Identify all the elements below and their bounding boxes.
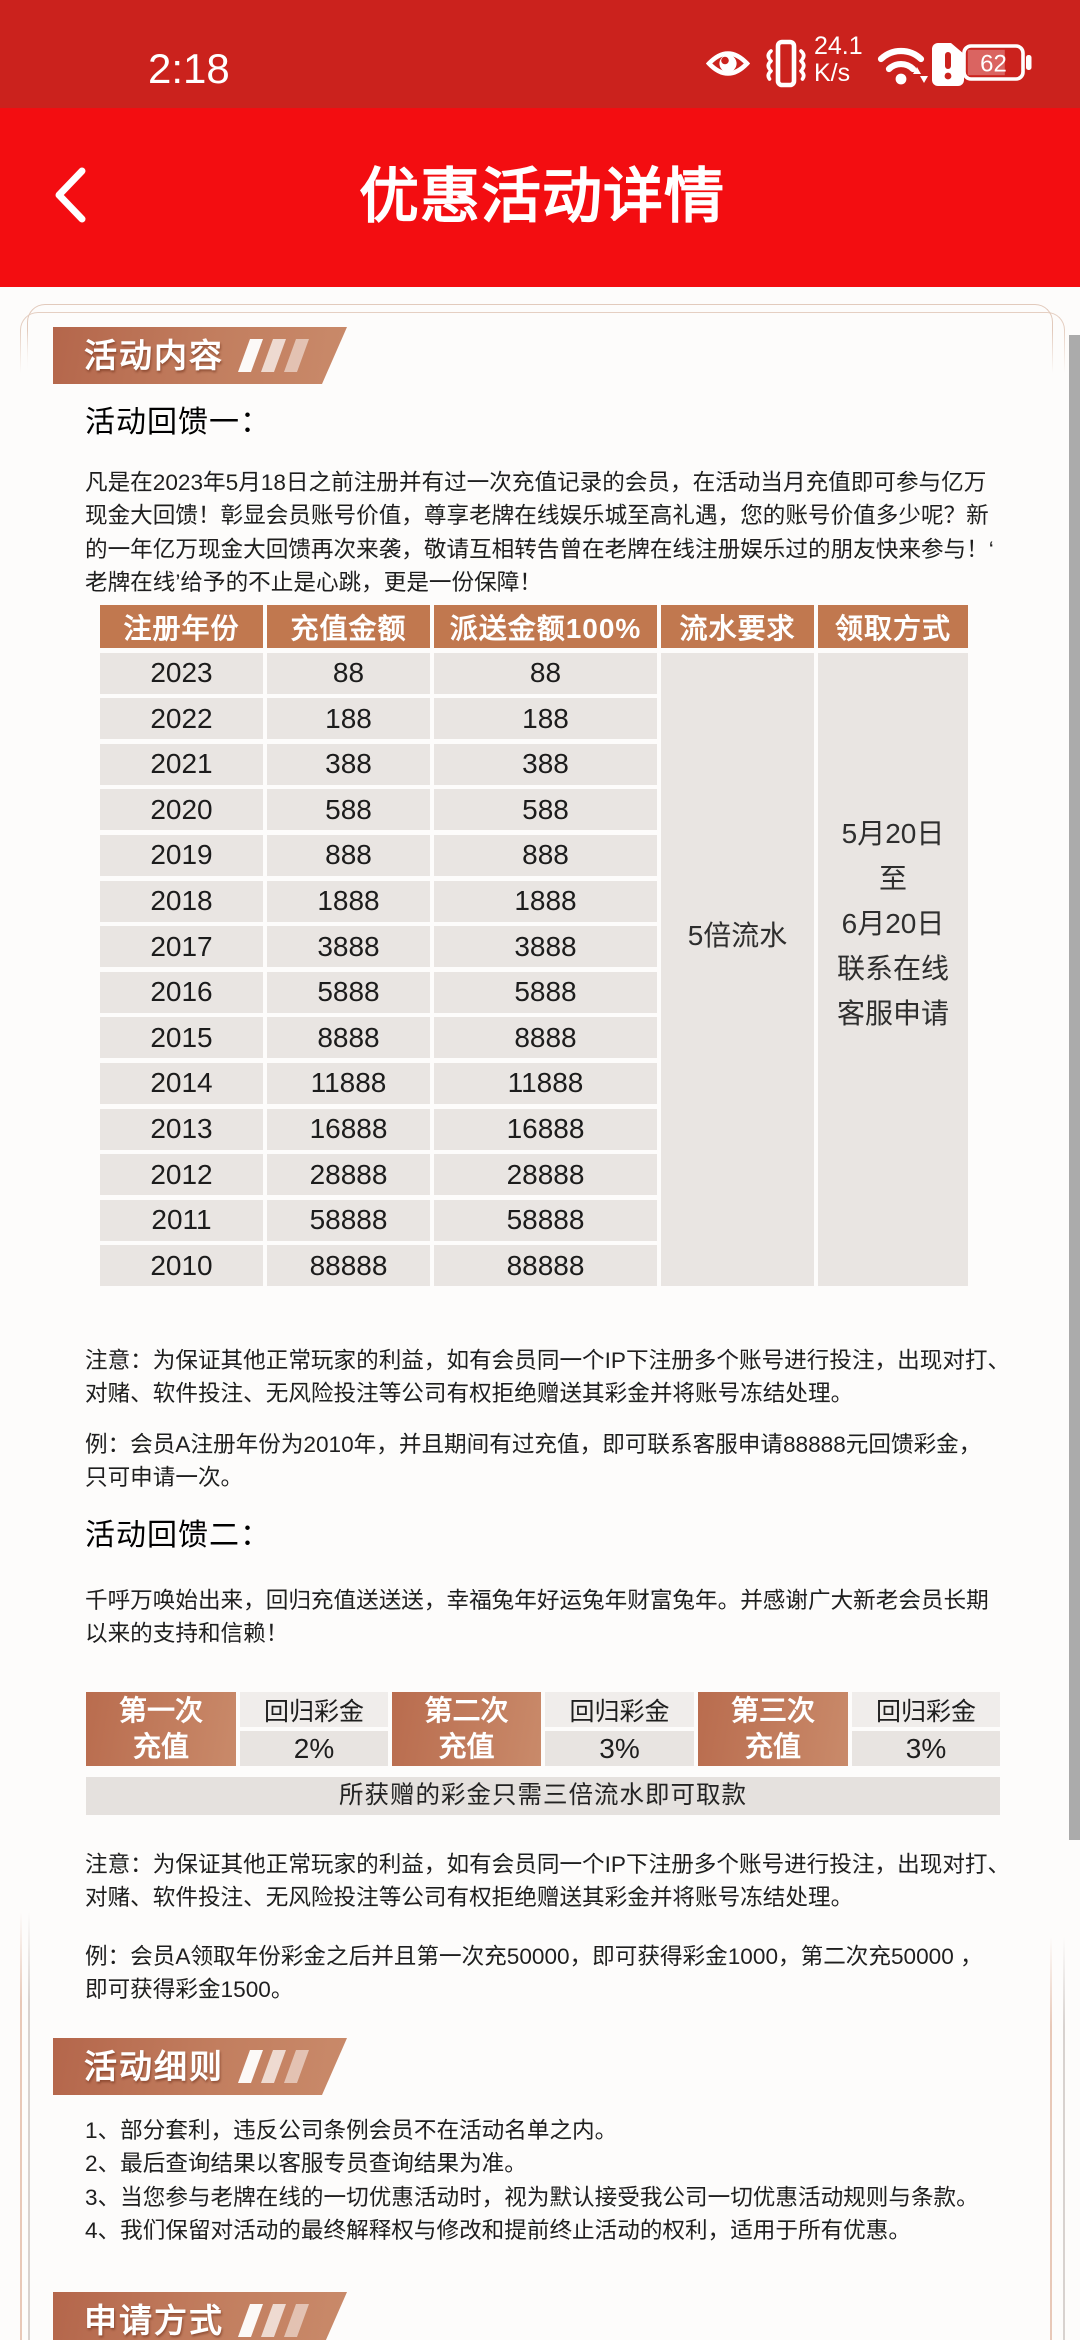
- svg-text:62: 62: [980, 51, 1007, 78]
